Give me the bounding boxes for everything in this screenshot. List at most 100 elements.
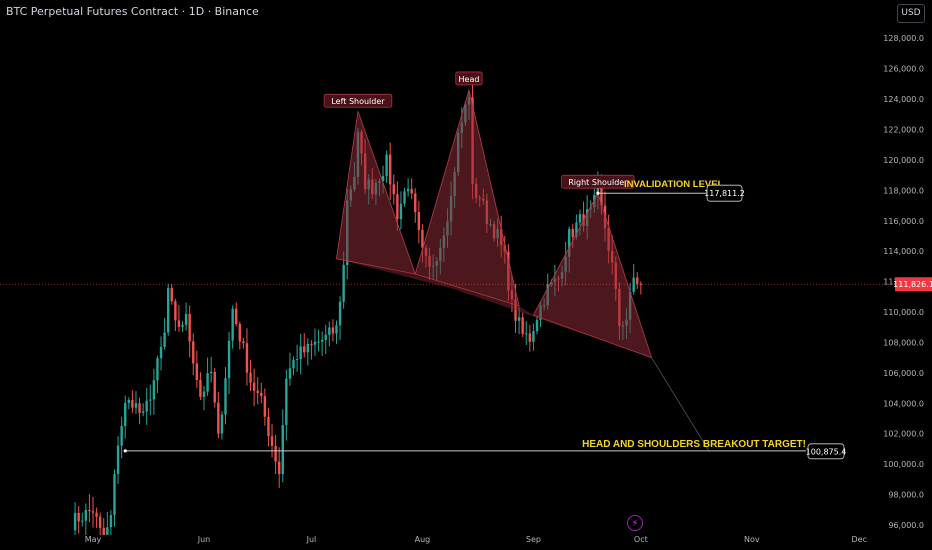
candle-body [192, 341, 195, 364]
candle-body [535, 319, 539, 332]
x-tick-label: Aug [415, 535, 431, 544]
candle-body [406, 188, 410, 192]
current-price-label: 111,826.1 [893, 280, 932, 289]
candle-body [81, 520, 84, 522]
candle-body [116, 445, 120, 475]
invalidation-value-label: 117,811.2 [704, 189, 745, 198]
y-axis: 96,000.0 98,000.0 100,000.0 102,000.0 104,00… [883, 34, 932, 530]
candle-body [317, 341, 320, 343]
candle-body [270, 436, 274, 446]
candle-body [156, 358, 159, 381]
candle-body [159, 346, 163, 359]
candle-body [134, 403, 138, 408]
candle-body [632, 277, 635, 292]
y-tick-label: 118,000.0 [883, 186, 924, 195]
currency-button[interactable]: USD [897, 4, 925, 23]
candle-body [131, 399, 134, 408]
x-tick-label: May [85, 535, 102, 544]
candle-body [217, 402, 220, 434]
candle-body [188, 313, 191, 342]
lightning-event-icon[interactable]: ⚡ [627, 515, 643, 531]
candle-body [517, 317, 521, 321]
y-tick-label: 96,000.0 [888, 521, 924, 530]
candle-body [138, 403, 141, 413]
candle-body [532, 331, 535, 342]
candle-body [181, 324, 184, 327]
candle-body [242, 341, 245, 344]
candle-body [331, 327, 335, 334]
left-shoulder-triangle [336, 111, 416, 275]
invalidation-label: INVALIDATION LEVEL [624, 179, 724, 190]
candle-body [396, 194, 399, 220]
candle-body [209, 371, 213, 374]
candle-body [231, 308, 234, 341]
candle-body [145, 400, 148, 412]
x-tick-label: Oct [634, 535, 648, 544]
candle-body [388, 154, 392, 185]
x-tick-label: Nov [744, 535, 760, 544]
candle-body [88, 510, 91, 512]
y-tick-label: 110,000.0 [883, 308, 924, 317]
pattern-overlay: Left Shoulder Head Right Shoulder [323, 71, 653, 359]
candle-body [596, 185, 600, 196]
target-label: HEAD AND SHOULDERS BREAKOUT TARGET! [582, 439, 806, 450]
candle-body [575, 222, 578, 238]
y-tick-label: 122,000.0 [883, 125, 924, 134]
candle-body [399, 203, 403, 220]
candle-body [285, 378, 288, 426]
svg-text:Head: Head [459, 75, 480, 84]
candle-body [206, 373, 209, 392]
candle-body [120, 425, 123, 446]
invalidation-anchor [596, 191, 600, 195]
candle-body [385, 154, 388, 177]
candle-body [149, 399, 152, 401]
y-tick-label: 114,000.0 [883, 247, 924, 256]
candle-body [249, 372, 252, 383]
y-tick-label: 128,000.0 [883, 34, 924, 43]
y-tick-label: 120,000.0 [883, 156, 924, 165]
y-tick-label: 124,000.0 [883, 95, 924, 104]
candle-body [414, 193, 417, 213]
candle-body [303, 346, 306, 353]
candle-body [260, 392, 263, 397]
candle-body [199, 380, 202, 397]
candle-body [141, 411, 145, 413]
head-triangle [414, 88, 520, 307]
candle-body [288, 368, 292, 379]
candle-body [124, 402, 127, 426]
candle-body [578, 214, 582, 223]
candle-body [77, 512, 80, 522]
candle-body [170, 287, 173, 302]
candle-body [256, 390, 259, 393]
y-tick-label: 98,000.0 [888, 491, 924, 500]
candle-body [263, 396, 267, 417]
candle-body [324, 334, 327, 340]
candle-body [73, 512, 77, 531]
x-tick-label: Sep [526, 535, 541, 544]
left-shoulder-label: Left Shoulder [323, 93, 393, 108]
candle-body [274, 445, 277, 462]
y-tick-label: 106,000.0 [883, 369, 924, 378]
candle-body [227, 340, 231, 379]
candle-body [514, 299, 517, 321]
candle-body [639, 283, 643, 285]
head-label: Head [455, 71, 483, 86]
candle-body [195, 363, 199, 381]
candle-body [235, 308, 238, 324]
candle-body [177, 320, 181, 327]
right-shoulder-triangle [532, 192, 653, 359]
candle-body [299, 346, 302, 360]
candle-body [403, 191, 406, 204]
candle-body [245, 343, 249, 373]
annotations: HEAD AND SHOULDERS BREAKOUT TARGET!100,8… [0, 179, 890, 460]
candle-body [91, 511, 95, 513]
candle-body [335, 325, 338, 334]
candle-body [600, 185, 603, 206]
y-tick-label: 104,000.0 [883, 399, 924, 408]
candle-body [152, 380, 156, 400]
y-tick-label: 100,000.0 [883, 460, 924, 469]
candle-body [252, 382, 256, 391]
candle-body [281, 425, 284, 475]
candle-body [338, 301, 342, 326]
